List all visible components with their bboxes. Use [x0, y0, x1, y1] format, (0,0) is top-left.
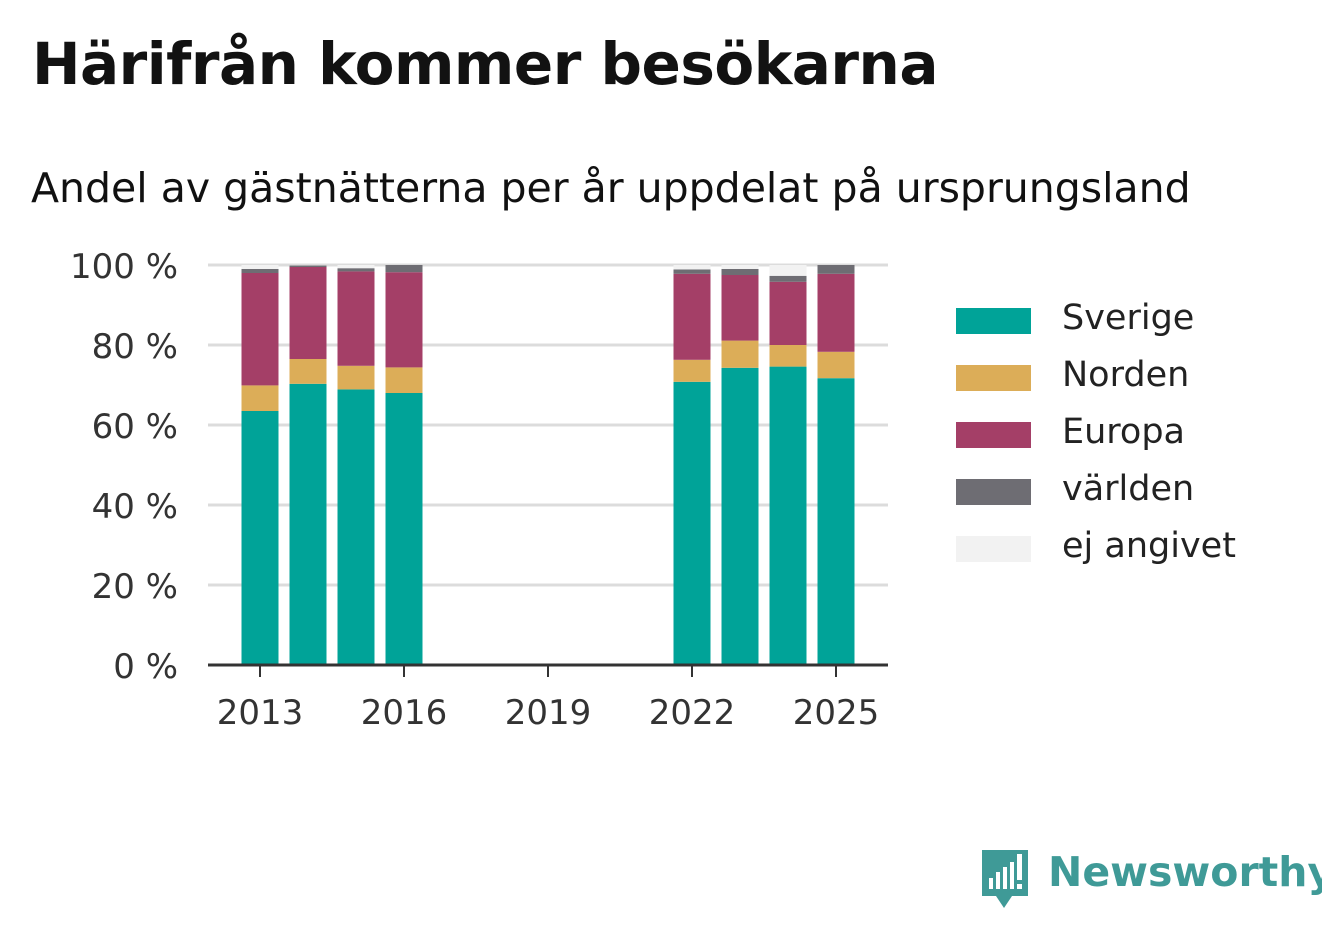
- bar-segment-norden-2022: [673, 359, 711, 382]
- bar-segment-sverige-2022: [673, 381, 711, 665]
- bar-segment-världen-2013: [241, 269, 279, 273]
- y-tick-label: 20 %: [92, 567, 178, 607]
- bar-segment-världen-2023: [721, 269, 759, 275]
- legend-swatch-norden: [956, 365, 1031, 391]
- bar-segment-europa-2013: [241, 273, 279, 386]
- legend-label-norden: Norden: [1062, 355, 1190, 395]
- newsworthy-logo-icon: [982, 850, 1028, 908]
- x-tick-label: 2019: [505, 693, 592, 733]
- legend-swatch-sverige: [956, 308, 1031, 334]
- bar-segment-världen-2016: [385, 265, 423, 273]
- y-tick-label: 60 %: [92, 407, 178, 447]
- legend-label-sverige: Sverige: [1062, 298, 1195, 338]
- legend-label-varlden: världen: [1062, 469, 1195, 509]
- legend-item-ej-angivet: ej angivet: [956, 526, 1296, 566]
- bar-segment-sverige-2013: [241, 411, 279, 665]
- bar-segment-europa-2024: [769, 281, 807, 345]
- bar-segment-världen-2022: [673, 269, 711, 274]
- legend-swatch-ej-angivet: [956, 536, 1031, 562]
- bar-segment-europa-2022: [673, 273, 711, 360]
- legend-swatch-europa: [956, 422, 1031, 448]
- bar-segment-sverige-2014: [289, 383, 327, 665]
- bar-segment-världen-2014: [289, 265, 327, 267]
- bar-segment-norden-2023: [721, 340, 759, 368]
- axes: 0 % 20 % 40 % 60 % 80 % 100 % 2013 2016 2019 2022…: [70, 247, 888, 733]
- bar-segment-sverige-2023: [721, 367, 759, 665]
- y-tick-label: 40 %: [92, 487, 178, 527]
- bar-segment-ej-angivet-2015: [337, 265, 375, 269]
- x-tick-label: 2016: [361, 693, 448, 733]
- legend-label-europa: Europa: [1062, 412, 1185, 452]
- bar-segment-världen-2015: [337, 268, 375, 272]
- bar-segment-norden-2014: [289, 359, 327, 384]
- x-tick-label: 2022: [649, 693, 736, 733]
- brand-logo: Newsworthy: [980, 848, 1322, 912]
- bar-segment-europa-2025: [817, 273, 855, 352]
- legend-label-ej-angivet: ej angivet: [1062, 526, 1236, 566]
- bar-segment-europa-2015: [337, 271, 375, 366]
- bar-segment-norden-2025: [817, 351, 855, 379]
- legend-item-europa: Europa: [956, 412, 1296, 452]
- bar-segment-ej-angivet-2013: [241, 265, 279, 269]
- bar-segment-norden-2013: [241, 385, 279, 411]
- bar-segment-ej-angivet-2024: [769, 265, 807, 276]
- bar-segment-sverige-2016: [385, 393, 423, 665]
- legend-item-norden: Norden: [956, 355, 1296, 395]
- y-tick-label: 0 %: [113, 647, 178, 687]
- chart-title: Härifrån kommer besökarna: [32, 30, 938, 98]
- bar-segment-norden-2016: [385, 367, 423, 393]
- x-tick-label: 2013: [217, 693, 304, 733]
- legend-swatch-varlden: [956, 479, 1031, 505]
- bar-segment-europa-2023: [721, 275, 759, 341]
- bar-segment-norden-2015: [337, 365, 375, 390]
- y-tick-label: 100 %: [70, 247, 178, 287]
- bar-segment-europa-2014: [289, 267, 327, 359]
- chart-subtitle: Andel av gästnätterna per år uppdelat på…: [31, 164, 1191, 212]
- y-tick-label: 80 %: [92, 327, 178, 367]
- bar-segment-ej-angivet-2022: [673, 265, 711, 270]
- bar-segment-världen-2025: [817, 265, 855, 274]
- bar-segment-sverige-2015: [337, 389, 375, 665]
- legend-item-sverige: Sverige: [956, 298, 1296, 338]
- bar-segment-europa-2016: [385, 272, 423, 368]
- brand-name: Newsworthy: [1048, 848, 1322, 896]
- bar-segment-världen-2024: [769, 275, 807, 282]
- bar-segment-sverige-2025: [817, 378, 855, 665]
- bar-segment-ej-angivet-2023: [721, 265, 759, 269]
- bar-stacks: [241, 265, 855, 665]
- legend-item-varlden: världen: [956, 469, 1296, 509]
- x-tick-label: 2025: [793, 693, 880, 733]
- bar-segment-sverige-2024: [769, 366, 807, 665]
- bar-segment-norden-2024: [769, 345, 807, 367]
